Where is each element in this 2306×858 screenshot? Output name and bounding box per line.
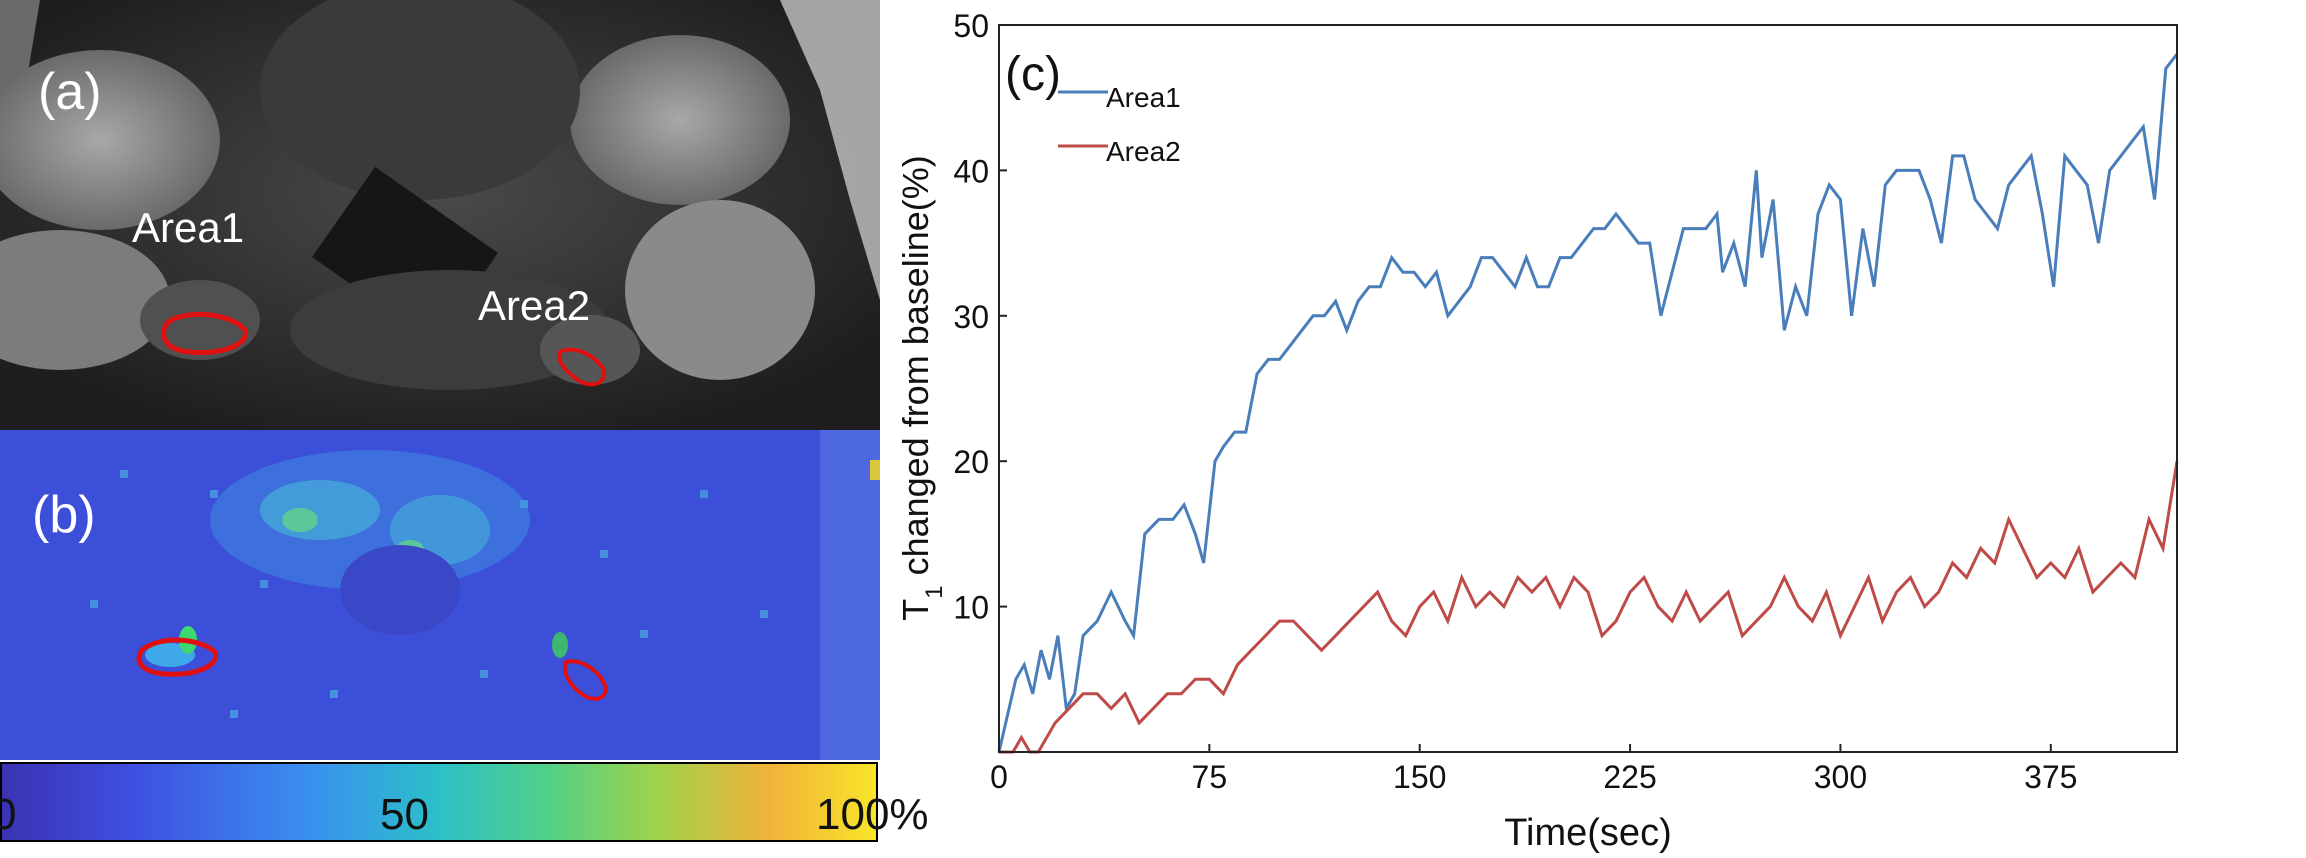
x-tick-label: 150 — [1393, 759, 1446, 795]
colorbar-tick-mid: 50 — [380, 790, 429, 839]
x-tick-label: 300 — [1814, 759, 1867, 795]
y-tick-label: 10 — [953, 590, 989, 626]
y-tick-label: 30 — [953, 299, 989, 335]
series-line-area2 — [999, 460, 2179, 754]
y-axis-label: T1 changed from baseline(%) — [895, 155, 948, 621]
area1-roi-outline — [161, 311, 248, 356]
mri-image-panel-a: (a) Area1 Area2 — [0, 0, 880, 430]
panel-a-label: (a) — [38, 63, 102, 121]
axis-ticks-group: 0 75 150 225 300 375 10 20 30 40 50 — [953, 8, 2077, 795]
x-tick-label: 225 — [1603, 759, 1656, 795]
t1-map-panel-b: (b) — [0, 430, 880, 760]
x-tick-label: 375 — [2024, 759, 2077, 795]
colorbar-tick-min: 0 — [0, 790, 17, 839]
area1-map-roi-outline — [136, 637, 219, 677]
area2-map-roi-outline — [563, 659, 609, 701]
area1-image-label: Area1 — [132, 204, 245, 251]
legend-label-area1: Area1 — [1106, 82, 1181, 113]
colorbar-tick-max: 100% — [816, 790, 929, 839]
colorbar — [0, 762, 878, 842]
y-tick-label: 50 — [953, 8, 989, 44]
legend-label-area2: Area2 — [1106, 136, 1181, 167]
x-tick-label: 0 — [990, 759, 1008, 795]
series-line-area1 — [997, 53, 2179, 753]
x-axis-label: Time(sec) — [1504, 812, 1671, 854]
y-tick-label: 40 — [953, 153, 989, 189]
x-tick-label: 75 — [1192, 759, 1228, 795]
area2-image-label: Area2 — [478, 282, 591, 329]
area2-roi-outline — [557, 347, 607, 387]
t1-change-line-chart: 0 75 150 225 300 375 10 20 30 40 50 (c) Area1 Area… — [895, 8, 2179, 854]
panel-b-label: (b) — [32, 486, 96, 544]
panel-c-label: (c) — [1005, 48, 1061, 101]
plot-frame — [998, 24, 2178, 753]
y-tick-label: 20 — [953, 444, 989, 480]
mri-image-graphic — [0, 0, 880, 430]
t1-map-graphic — [0, 430, 880, 760]
